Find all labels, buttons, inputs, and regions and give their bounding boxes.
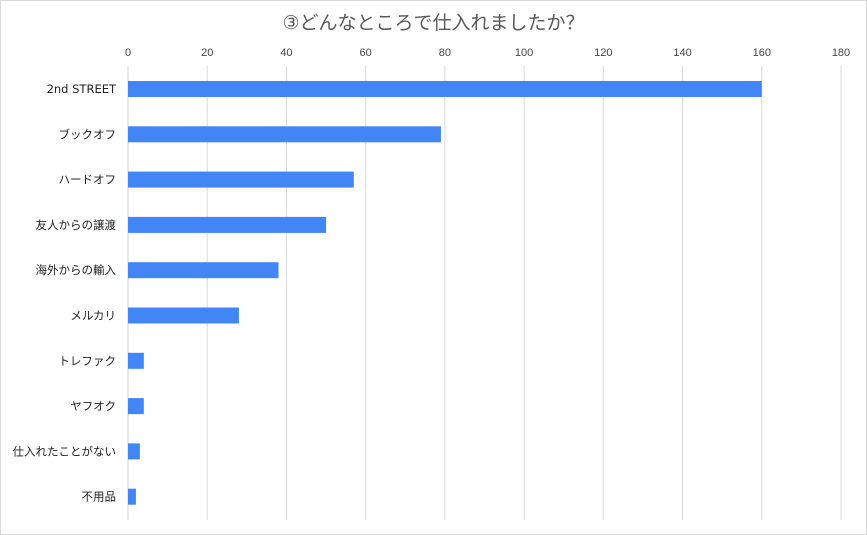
x-tick-label: 80	[439, 47, 451, 59]
bar	[128, 352, 144, 369]
x-tick-label: 160	[753, 47, 771, 59]
x-tick-label: 100	[515, 47, 533, 59]
category-label: メルカリ	[70, 309, 116, 323]
category-label: 友人からの譲渡	[36, 218, 117, 232]
chart-title: ③どんなところで仕入れましたか？	[282, 12, 585, 34]
category-label: ヤフオク	[70, 399, 116, 413]
x-tick-label: 20	[201, 47, 213, 59]
category-label: ブックオフ	[59, 127, 117, 141]
bar	[128, 443, 140, 460]
bar	[128, 262, 279, 279]
x-tick-label: 40	[280, 47, 292, 59]
x-tick-label: 60	[360, 47, 372, 59]
x-tick-label: 140	[673, 47, 691, 59]
x-tick-label: 0	[125, 47, 131, 59]
bar	[128, 307, 239, 324]
category-label: 2nd STREET	[47, 82, 117, 96]
bar	[128, 488, 136, 505]
x-tick-label: 180	[832, 47, 850, 59]
bar	[128, 398, 144, 415]
category-label: 仕入れたことがない	[13, 444, 117, 458]
bar	[128, 81, 762, 97]
x-tick-label: 120	[594, 47, 612, 59]
category-label: トレファク	[59, 354, 117, 368]
bar	[128, 216, 327, 233]
category-label: 海外からの輸入	[36, 263, 117, 277]
category-label: 不用品	[82, 490, 117, 504]
bar	[128, 171, 354, 188]
bar	[128, 126, 441, 143]
category-label: ハードオフ	[59, 173, 117, 187]
